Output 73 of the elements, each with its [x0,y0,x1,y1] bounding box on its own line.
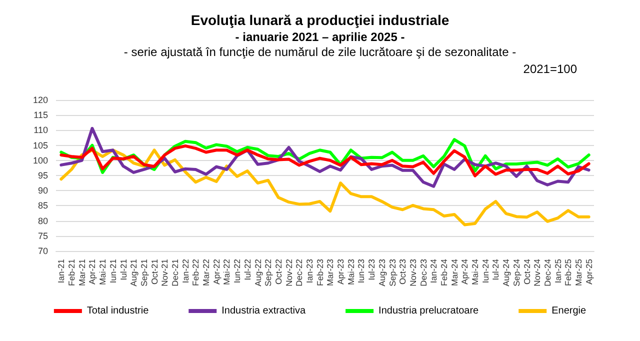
x-tick-label: Feb-25 [563,258,574,286]
x-tick-label: Apr-21 [87,258,98,285]
x-tick-label: Oct-23 [398,258,408,285]
x-tick-label: Oct-21 [149,258,160,285]
y-tick-label: 100 [32,155,48,166]
x-tick-label: Aug-21 [128,258,139,286]
x-tick-label: Iun-22 [232,258,242,284]
x-tick-label: Aug-23 [376,258,387,286]
y-tick-label: 115 [34,110,48,120]
x-tick-label: Feb-24 [438,258,449,286]
x-tick-label: Ian-23 [304,258,314,284]
x-tick-label: Nov-24 [532,258,542,286]
x-tick-label: Iul-24 [490,258,501,280]
y-tick-label: 110 [34,125,48,136]
x-tick-label: Mar-21 [76,258,87,286]
x-tick-label: Ian-25 [552,258,563,284]
y-tick-label: 105 [32,140,48,150]
x-tick-label: Sep-22 [263,258,274,286]
x-tick-label: Mai-21 [98,258,108,285]
x-tick-label: Apr-24 [460,258,470,285]
x-tick-label: Ian-24 [428,258,439,284]
x-tick-label: Mar-23 [325,258,336,286]
x-tick-label: Mai-23 [346,258,356,285]
x-tick-label: Feb-22 [190,258,201,286]
x-tick-label: Sep-24 [511,258,522,286]
x-tick-label: Dec-24 [542,258,552,286]
x-tick-label: Apr-23 [336,258,346,285]
chart-subtitle: - ianuarie 2021 – aprilie 2025 - [235,30,405,44]
y-tick-label: 85 [38,200,48,211]
legend-label: Industria extractiva [222,306,306,316]
x-tick-label: Ian-22 [180,258,190,284]
y-tick-label: 90 [38,186,48,196]
x-tick-label: Feb-21 [66,258,77,286]
legend-label: Industria prelucratoare [378,306,480,316]
x-tick-label: Dec-23 [418,258,428,286]
x-tick-label: Mai-22 [222,258,232,285]
y-tick-label: 80 [38,216,48,226]
x-tick-label: Dec-21 [170,258,180,286]
y-tick-label: 95 [38,170,48,180]
x-tick-label: Aug-24 [501,258,512,286]
x-tick-label: Sep-23 [387,258,398,286]
x-tick-label: Nov-22 [284,258,294,286]
x-tick-label: Dec-22 [294,258,304,286]
x-tick-label: Iun-21 [108,258,118,284]
x-tick-label: Nov-23 [408,258,418,286]
x-tick-label: Mai-24 [470,258,480,285]
y-tick-label: 120 [32,95,48,105]
chart-title: Evoluţia lunară a producţiei industriale [190,12,450,28]
x-tick-label: Ian-21 [56,258,66,284]
legend-label: Total industrie [86,306,150,316]
x-tick-label: Oct-24 [522,258,532,285]
x-tick-label: Iun-23 [356,258,366,284]
x-tick-label: Mar-22 [201,258,212,286]
x-tick-label: Apr-25 [584,258,594,285]
x-tick-label: Nov-21 [160,258,170,286]
y-tick-label: 70 [38,246,48,256]
x-tick-label: Iun-24 [480,258,490,284]
x-tick-label: Apr-22 [211,258,222,285]
x-tick-label: Feb-23 [314,258,325,286]
x-tick-label: Iul-22 [242,258,252,280]
x-tick-label: Mar-24 [449,258,460,286]
text: - serie ajustată în funcţie de numărul de zile lucrătoare şi de sezonalitate - [124,45,516,59]
line-series [60,148,590,226]
x-tick-label: Sep-21 [138,258,149,286]
x-tick-label: Iul-21 [118,258,128,280]
line-series [60,144,590,178]
x-tick-label: Oct-22 [273,258,284,285]
text: 2021=100 [523,62,578,76]
y-tick-label: 75 [38,230,48,241]
x-tick-label: Mar-25 [573,258,584,286]
x-tick-label: Aug-22 [252,258,263,286]
x-tick-label: Iul-23 [366,258,377,280]
legend-label: Energie [552,306,587,316]
